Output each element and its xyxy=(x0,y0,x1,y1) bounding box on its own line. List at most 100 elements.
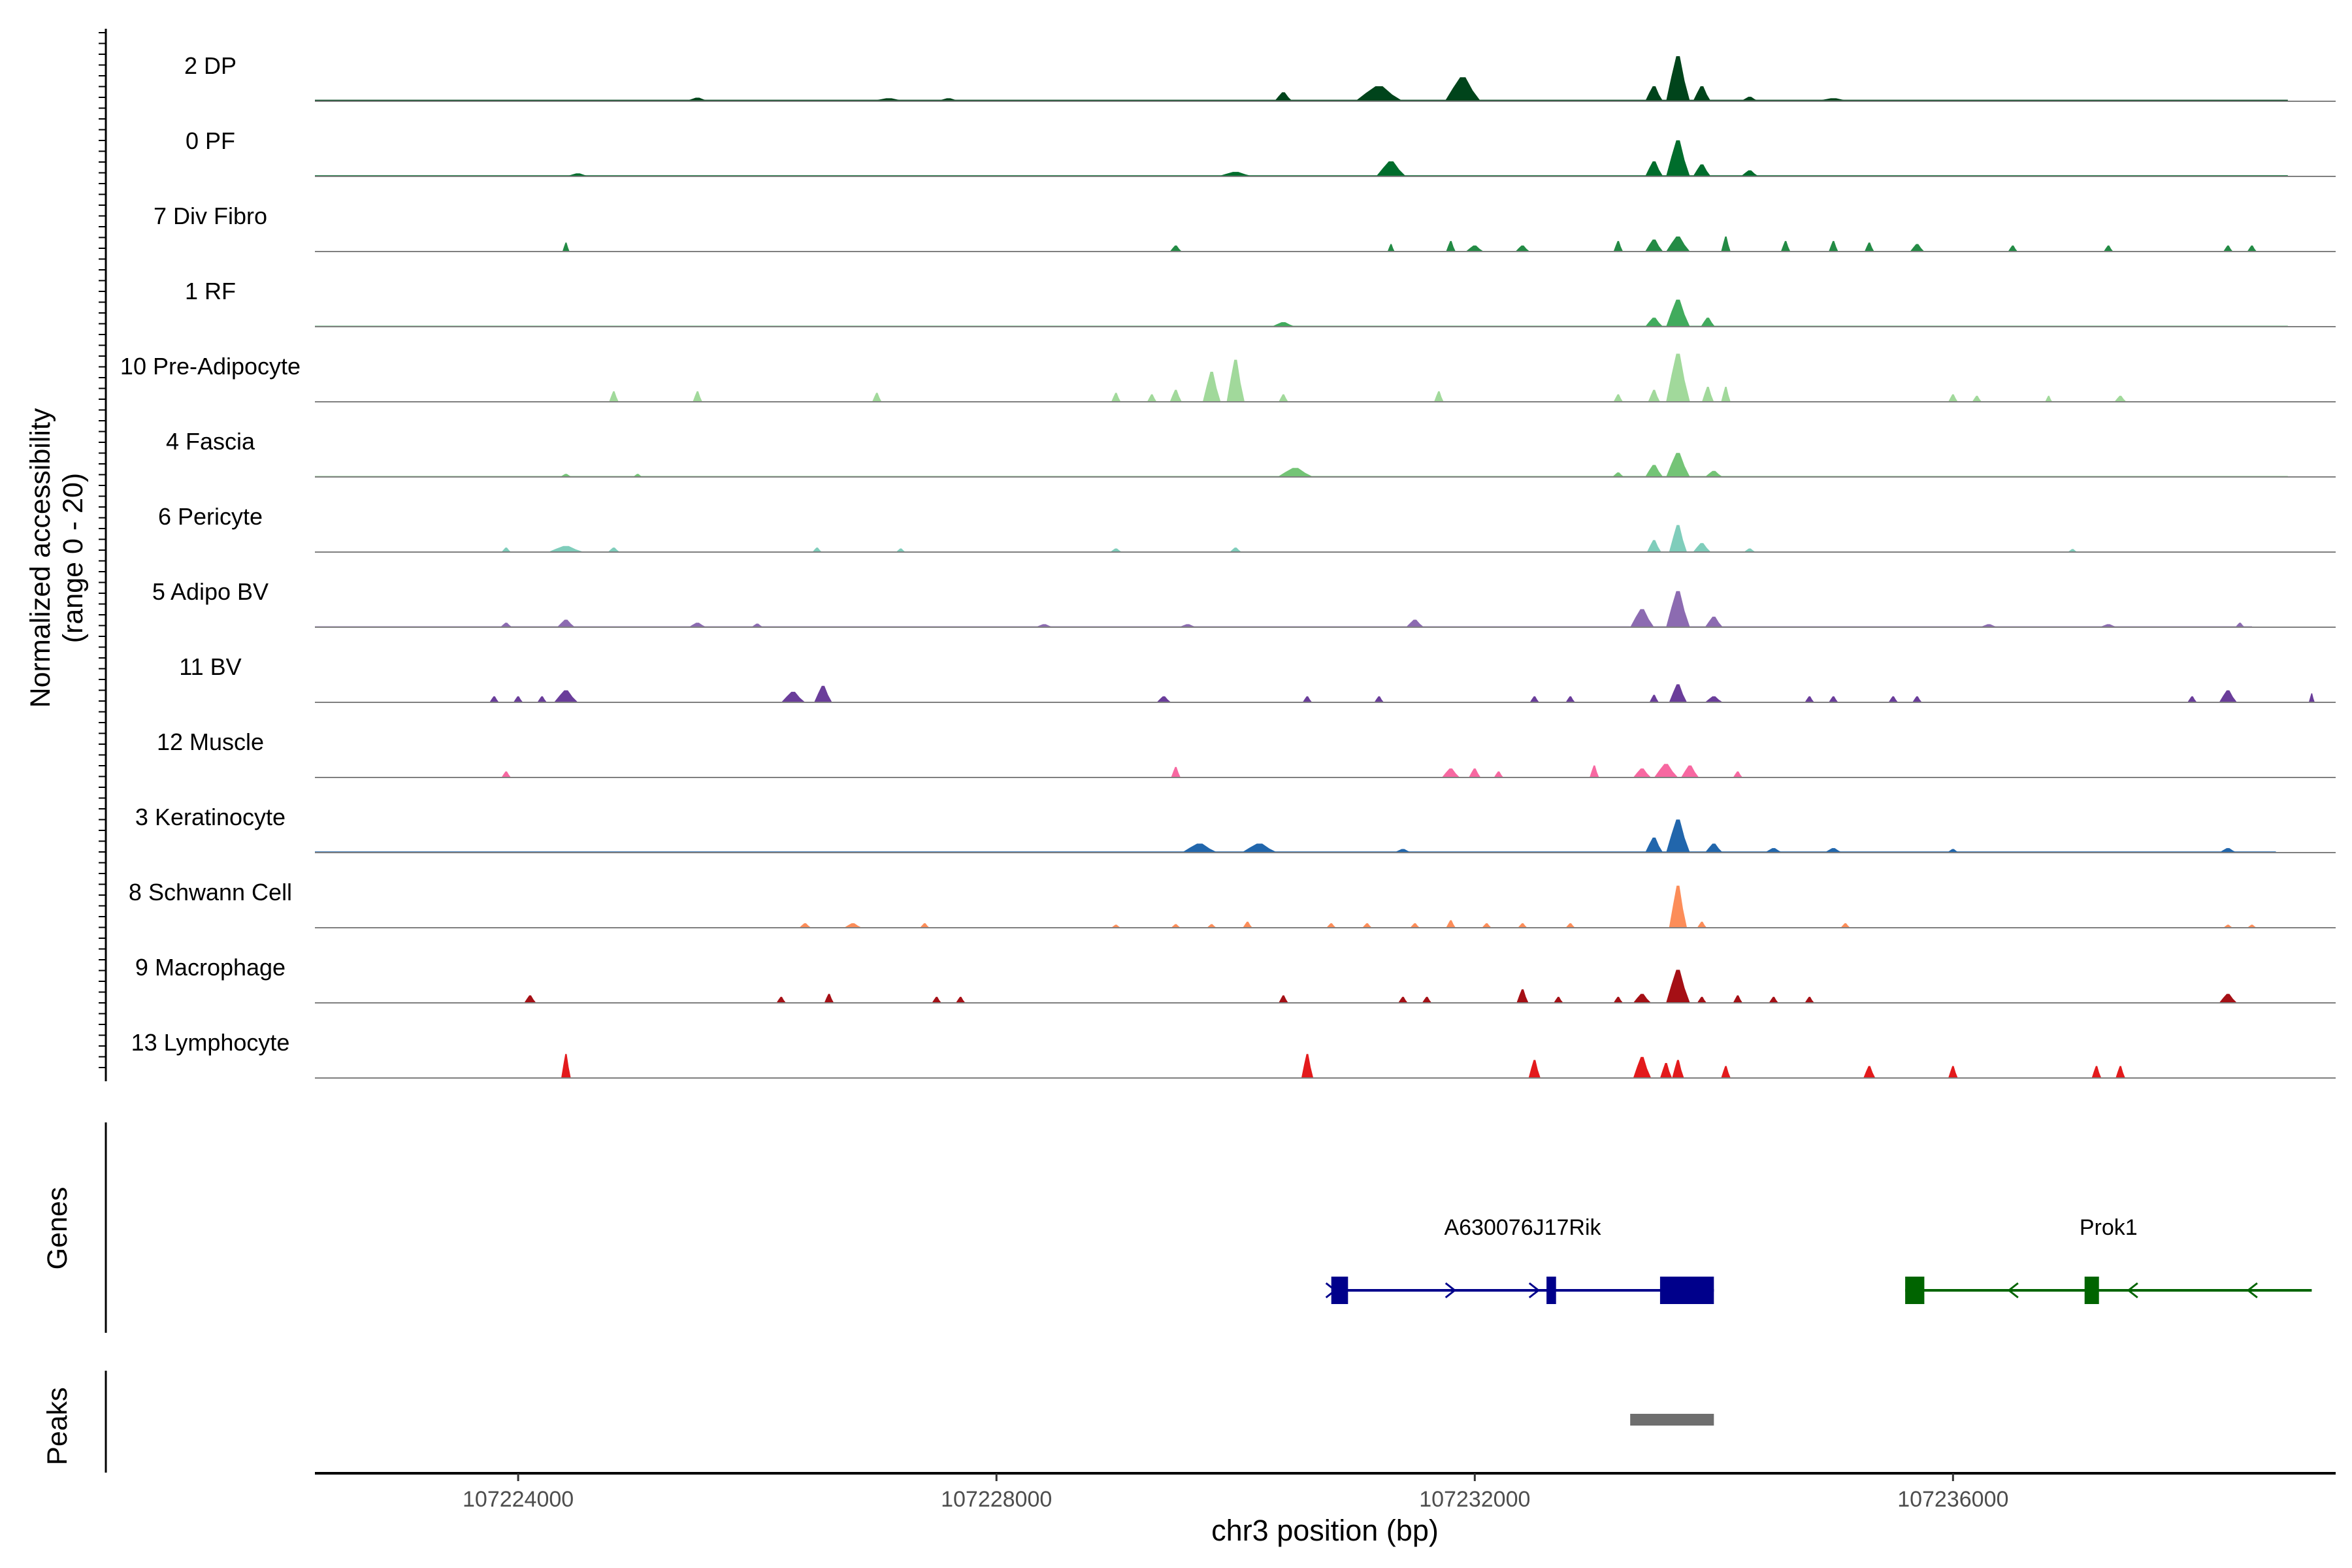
accessibility-peak xyxy=(1111,393,1121,402)
track-label: 7 Div Fibro xyxy=(154,203,267,229)
accessibility-peak xyxy=(2099,624,2117,627)
accessibility-peak xyxy=(1780,240,1791,252)
accessibility-peak xyxy=(1666,299,1690,327)
accessibility-peak xyxy=(501,771,512,777)
track-13-lymphocyte: 13 Lymphocyte xyxy=(131,1029,2336,1079)
accessibility-peak xyxy=(2223,924,2233,928)
accessibility-peak xyxy=(1666,591,1690,627)
accessibility-peak xyxy=(608,547,620,552)
track-label: 12 Muscle xyxy=(157,728,264,755)
accessibility-peak xyxy=(1207,924,1217,928)
accessibility-peak xyxy=(513,696,523,702)
accessibility-peak xyxy=(1693,164,1711,176)
accessibility-peak xyxy=(1445,77,1481,101)
accessibility-peak xyxy=(1147,394,1157,402)
gene-exon xyxy=(2084,1277,2099,1304)
accessibility-peak xyxy=(1705,470,1723,477)
accessibility-peak xyxy=(1241,843,1278,853)
accessibility-peak xyxy=(1669,525,1688,552)
accessibility-peak xyxy=(1645,318,1663,327)
accessibility-peak xyxy=(1156,696,1171,702)
accessibility-peak xyxy=(1669,684,1688,702)
accessibility-peak xyxy=(1171,924,1181,928)
accessibility-peak xyxy=(1947,849,1959,853)
accessibility-peak xyxy=(1912,696,1922,702)
genes-panel: A630076J17Rik Prok1 xyxy=(1325,1215,2312,1304)
strand-arrow-icon xyxy=(1445,1282,1457,1299)
strand-arrow-icon xyxy=(2007,1282,2019,1299)
accessibility-peak xyxy=(1169,389,1182,402)
accessibility-peak xyxy=(751,623,764,627)
accessibility-peak xyxy=(1518,923,1527,928)
accessibility-peak xyxy=(2223,245,2233,252)
track-7-div-fibro: 7 Div Fibro xyxy=(154,203,2336,252)
gene-label: Prok1 xyxy=(2080,1215,2138,1240)
accessibility-peak xyxy=(1612,472,1624,477)
track-label: 3 Keratinocyte xyxy=(135,804,286,830)
track-0-pf: 0 PF xyxy=(186,127,2336,177)
accessibility-peak xyxy=(2045,395,2053,402)
accessibility-peak xyxy=(547,546,584,552)
gene-exon xyxy=(1546,1277,1556,1304)
accessibility-peak xyxy=(1179,624,1197,627)
accessibility-peak xyxy=(1805,996,1814,1003)
accessibility-peak xyxy=(824,994,834,1003)
track-3-keratinocyte: 3 Keratinocyte xyxy=(135,804,2336,853)
accessibility-peak xyxy=(1374,696,1384,702)
accessibility-peak xyxy=(1888,696,1899,702)
accessibility-peak xyxy=(1705,616,1723,627)
accessibility-peak xyxy=(1840,923,1850,928)
accessibility-peak xyxy=(1465,245,1484,252)
accessibility-peak xyxy=(1202,372,1221,402)
accessibility-peak xyxy=(557,619,576,627)
accessibility-peak xyxy=(2219,994,2237,1003)
accessibility-peak xyxy=(1630,609,1654,627)
accessibility-peak xyxy=(1910,244,1925,252)
coverage-y-ticks xyxy=(99,32,106,1068)
accessibility-peak xyxy=(2115,1066,2125,1078)
accessibility-peak xyxy=(1863,1066,1876,1078)
accessibility-peak xyxy=(1302,696,1313,702)
accessibility-peak xyxy=(1705,696,1723,702)
track-8-schwann-cell: 8 Schwann Cell xyxy=(129,879,2336,928)
gene-exon xyxy=(1659,1277,1714,1304)
accessibility-peak xyxy=(1648,389,1660,402)
accessibility-peak xyxy=(1693,86,1711,101)
accessibility-peak xyxy=(1376,161,1406,176)
accessibility-peak xyxy=(2068,549,2078,552)
accessibility-peak xyxy=(554,690,578,702)
track-10-pre-adipocyte: 10 Pre-Adipocyte xyxy=(120,353,2336,402)
track-12-muscle: 12 Muscle xyxy=(157,728,2336,778)
accessibility-peak xyxy=(1645,465,1663,477)
accessibility-peak xyxy=(1721,387,1731,402)
accessibility-peak xyxy=(1446,920,1456,928)
gene-prok1: Prok1 xyxy=(1905,1215,2312,1304)
track-11-bv: 11 BV xyxy=(179,653,2336,703)
accessibility-peak xyxy=(2187,696,2197,702)
track-6-pericyte: 6 Pericyte xyxy=(158,503,2336,553)
accessibility-peak xyxy=(1387,244,1395,252)
accessibility-peak xyxy=(1301,1054,1314,1078)
accessibility-peak xyxy=(1829,696,1838,702)
track-label: 11 BV xyxy=(179,653,241,680)
accessibility-peak xyxy=(1169,245,1182,252)
accessibility-peak xyxy=(1681,765,1699,777)
accessibility-peak xyxy=(1666,453,1690,477)
accessibility-peak xyxy=(1271,322,1296,327)
accessibility-peak xyxy=(1633,994,1652,1003)
accessibility-peak xyxy=(843,923,862,928)
accessibility-peak xyxy=(1274,92,1293,101)
track-2-dp: 2 DP xyxy=(184,52,2336,102)
accessibility-peak xyxy=(1181,843,1218,853)
accessibility-peak xyxy=(1554,996,1563,1003)
accessibility-peak xyxy=(1769,996,1779,1003)
accessibility-peak xyxy=(560,474,572,477)
x-axis-ticks: 107224000 107228000 107232000 107236000 xyxy=(463,1473,2008,1512)
accessibility-peak xyxy=(932,996,941,1003)
accessibility-peak xyxy=(489,696,499,702)
accessibility-peak xyxy=(1645,86,1663,101)
accessibility-peak xyxy=(1434,391,1444,402)
accessibility-peak xyxy=(537,696,547,702)
gene-a630076j17rik: A630076J17Rik xyxy=(1325,1215,1714,1304)
accessibility-peak xyxy=(1529,696,1540,702)
